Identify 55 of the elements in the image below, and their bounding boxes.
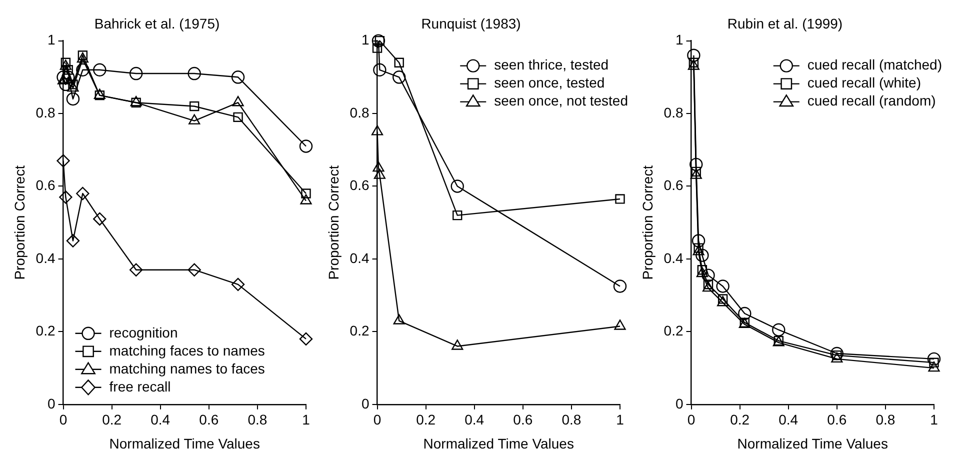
chart-title: Runquist (1983)	[421, 15, 521, 32]
legend-label: matching faces to names	[109, 342, 265, 358]
x-tick-label: 0	[373, 412, 382, 428]
y-tick-label: 0.4	[36, 250, 56, 266]
y-tick-label: 0.2	[664, 322, 684, 339]
x-tick-label: 1	[930, 412, 938, 428]
legend-label: cued recall (random)	[807, 92, 936, 109]
chart-title: Rubin et al. (1999)	[727, 15, 843, 32]
x-tick-label: 0.4	[150, 412, 170, 428]
legend-label: recognition	[109, 324, 178, 340]
y-tick-label: 0.2	[36, 322, 56, 339]
x-tick-label: 1	[302, 412, 310, 428]
y-tick-label: 0.8	[350, 104, 370, 120]
legend-label: cued recall (matched)	[807, 56, 942, 73]
y-tick-label: 1	[47, 32, 56, 48]
x-tick-label: 0.2	[102, 412, 122, 428]
y-tick-label: 0.4	[350, 250, 370, 266]
legend-label: free recall	[109, 378, 171, 394]
y-tick-label: 0.8	[36, 104, 56, 120]
x-axis-title: Normalized Time Values	[423, 435, 574, 452]
x-tick-label: 0.4	[778, 412, 798, 428]
chart-title: Bahrick et al. (1975)	[94, 15, 220, 32]
x-axis-title: Normalized Time Values	[737, 435, 888, 452]
y-tick-label: 0.6	[350, 177, 370, 194]
y-axis-title: Proportion Correct	[639, 165, 656, 280]
x-tick-label: 0.8	[248, 412, 268, 428]
y-tick-label: 1	[675, 32, 684, 48]
x-tick-label: 0.8	[562, 412, 582, 428]
x-tick-label: 0.8	[876, 412, 896, 428]
x-tick-label: 0.6	[513, 412, 533, 428]
y-tick-label: 0	[675, 395, 684, 412]
y-axis-title: Proportion Correct	[11, 165, 28, 280]
y-tick-label: 0.4	[664, 250, 684, 266]
x-tick-label: 0	[687, 412, 696, 428]
y-tick-label: 0.6	[664, 177, 684, 194]
y-tick-label: 0	[361, 395, 370, 412]
legend-label: seen once, tested	[494, 74, 605, 91]
y-tick-label: 0.8	[664, 104, 684, 120]
x-tick-label: 0.4	[464, 412, 484, 428]
y-tick-label: 1	[361, 32, 370, 48]
x-tick-label: 1	[616, 412, 624, 428]
x-tick-label: 0.2	[730, 412, 750, 428]
x-tick-label: 0.2	[416, 412, 436, 428]
legend-label: seen once, not tested	[494, 92, 628, 109]
y-tick-label: 0.2	[350, 322, 370, 339]
legend-label: seen thrice, tested	[494, 56, 609, 73]
y-tick-label: 0	[47, 395, 56, 412]
y-tick-label: 0.6	[36, 177, 56, 194]
x-tick-label: 0.6	[827, 412, 847, 428]
y-axis-title: Proportion Correct	[325, 165, 342, 280]
legend-label: matching names to faces	[109, 360, 265, 376]
legend-label: cued recall (white)	[807, 74, 921, 91]
x-tick-label: 0	[59, 412, 68, 428]
x-tick-label: 0.6	[199, 412, 219, 428]
x-axis-title: Normalized Time Values	[109, 435, 260, 452]
